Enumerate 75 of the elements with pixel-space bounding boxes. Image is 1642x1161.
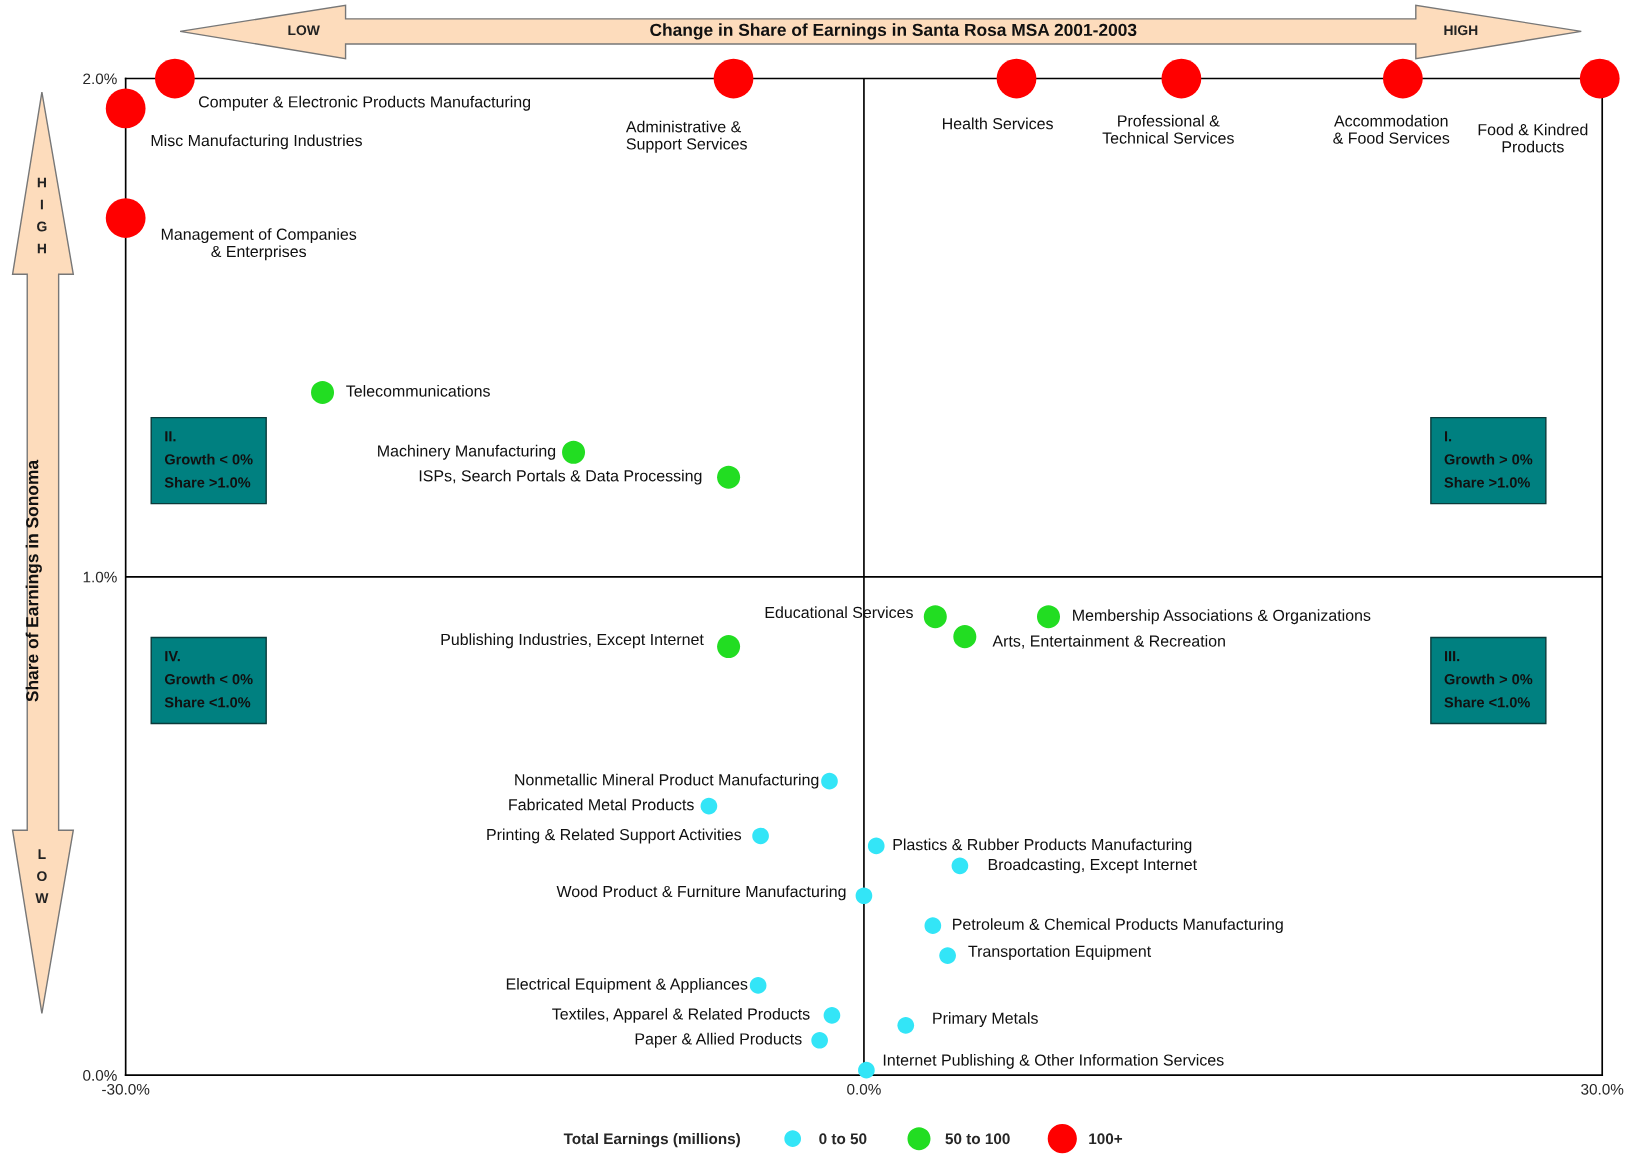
point bbox=[752, 827, 769, 845]
annotation: Telecommunications bbox=[346, 385, 490, 397]
x-tick-label: -30.0% bbox=[102, 1083, 150, 1095]
annotation: Fabricated Metal Products bbox=[509, 798, 694, 811]
point bbox=[1161, 58, 1202, 99]
point bbox=[717, 635, 741, 659]
annotation: Computer & Electronic Products Manufacturing bbox=[198, 95, 531, 111]
point bbox=[951, 857, 969, 875]
point bbox=[897, 1016, 915, 1034]
point bbox=[713, 58, 754, 99]
annotation: Arts, Entertainment & Recreation bbox=[992, 635, 1225, 649]
annotation: Publishing Industries, Except Internet bbox=[441, 633, 704, 649]
text: LOW bbox=[288, 25, 320, 36]
point bbox=[1382, 58, 1423, 99]
y-tick-label: 0.0% bbox=[83, 1070, 117, 1081]
legend-label: 0 to 50 bbox=[819, 1133, 867, 1145]
point bbox=[867, 837, 885, 855]
point bbox=[717, 465, 741, 489]
point bbox=[953, 625, 977, 649]
annotation: III. Growth > 0% Share <1.0% bbox=[1444, 651, 1533, 708]
point bbox=[858, 1061, 875, 1079]
annotation: Accommodation & Food Services bbox=[1333, 114, 1450, 144]
legend-label: 100+ bbox=[1089, 1133, 1123, 1145]
annotation: II. Growth < 0% Share >1.0% bbox=[164, 431, 253, 488]
annotation: Transportation Equipment bbox=[968, 945, 1152, 961]
annotation: Primary Metals bbox=[933, 1012, 1038, 1027]
annotation: Professional & Technical Services bbox=[1102, 114, 1234, 144]
point bbox=[749, 977, 767, 994]
point bbox=[855, 887, 873, 905]
annotation: Administrative & Support Services bbox=[625, 120, 747, 153]
point bbox=[1579, 58, 1620, 99]
y-axis-title: Share of Earnings in Sonoma bbox=[25, 459, 42, 702]
point bbox=[105, 198, 146, 238]
annotation: Broadcasting, Except Internet bbox=[988, 858, 1197, 874]
point bbox=[155, 58, 195, 99]
annotation: Plastics & Rubber Products Manufacturing bbox=[893, 838, 1192, 854]
y-tick-label: 2.0% bbox=[83, 73, 117, 85]
point bbox=[311, 380, 335, 404]
annotation: Textiles, Apparel & Related Products bbox=[552, 1007, 810, 1023]
point bbox=[105, 88, 146, 129]
annotation: ISPs, Search Portals & Data Processing bbox=[419, 469, 702, 485]
annotation: Petroleum & Chemical Products Manufacturing bbox=[953, 918, 1283, 934]
point bbox=[700, 797, 718, 815]
point bbox=[811, 1031, 828, 1049]
x-tick-label: 0.0% bbox=[847, 1083, 881, 1095]
point bbox=[923, 605, 947, 629]
annotation: Electrical Equipment & Appliances bbox=[506, 978, 748, 993]
point bbox=[821, 772, 838, 790]
point bbox=[562, 440, 586, 464]
annotation: Machinery Manufacturing bbox=[378, 444, 556, 460]
annotation: Membership Associations & Organizations bbox=[1073, 609, 1371, 625]
point bbox=[823, 1007, 841, 1024]
x-tick-label: 30.0% bbox=[1581, 1083, 1624, 1095]
annotation: I. Growth > 0% Share >1.0% bbox=[1444, 431, 1533, 488]
point bbox=[924, 917, 942, 934]
text: LOW bbox=[35, 849, 49, 903]
point bbox=[996, 58, 1037, 99]
annotation: Printing & Related Support Activities bbox=[487, 828, 742, 844]
annotation: Misc Manufacturing Industries bbox=[151, 134, 362, 150]
annotation: Food & Kindred Products bbox=[1478, 123, 1588, 153]
point bbox=[1036, 605, 1061, 629]
y-tick-label: 1.0% bbox=[83, 571, 117, 583]
annotation: Paper & Allied Products bbox=[635, 1032, 802, 1048]
annotation: Health Services bbox=[942, 117, 1053, 130]
legend-title: Total Earnings (millions) bbox=[563, 1132, 740, 1148]
annotation: Wood Product & Furniture Manufacturing bbox=[556, 885, 846, 901]
annotation: Internet Publishing & Other Information Services bbox=[883, 1054, 1224, 1069]
x-axis-title: Change in Share of Earnings in Santa Rosa MSA 2001-2003 bbox=[650, 23, 1137, 40]
point bbox=[939, 947, 956, 964]
annotation: Management of Companies & Enterprises bbox=[161, 228, 357, 261]
text: HIGH bbox=[1444, 25, 1478, 36]
annotation: Nonmetallic Mineral Product Manufacturing bbox=[515, 773, 819, 789]
annotation: IV. Growth < 0% Share <1.0% bbox=[164, 651, 253, 708]
text: HIGH bbox=[37, 177, 47, 254]
legend-label: 50 to 100 bbox=[945, 1133, 1010, 1145]
